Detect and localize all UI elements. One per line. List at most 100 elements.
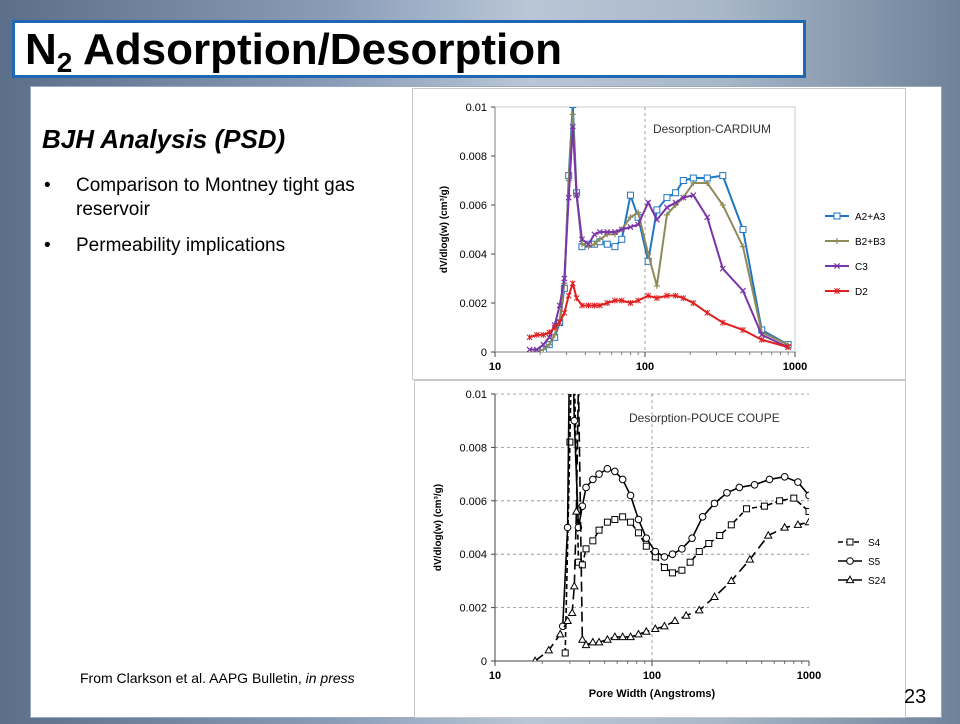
y-tick-label: 0 [481,347,487,359]
data-point [727,521,735,529]
data-point [591,302,598,309]
data-point [834,238,840,244]
series-s4 [561,394,809,657]
series-c3 [526,123,792,352]
chart-pouce-coupe: 0 0.002 0.004 0.006 0.008 0.01 10 100 1000 dV/dlo… [414,380,906,718]
data-point [688,534,696,542]
data-point [719,172,727,180]
data-point [804,517,809,526]
data-point [611,467,619,476]
data-point [532,656,538,661]
data-point [719,202,726,208]
data-point [760,502,768,510]
data-point [670,616,680,625]
data-point [653,216,660,223]
data-point [619,513,627,521]
data-point [635,221,642,228]
data-point [680,295,687,302]
data-point [604,228,611,235]
data-point [626,491,635,500]
data-point [743,505,751,513]
data-point [569,280,576,287]
legend-entry: S4 [838,538,881,549]
data-point [589,537,597,545]
data-point [618,235,626,243]
data-point [668,550,677,558]
y-axis-label: dV/dlog(w) (cm³/g) [433,484,444,571]
data-point [679,177,687,184]
legend-entry: D2 [825,287,868,298]
legend-entry: C3 [825,262,868,273]
data-point [602,634,612,643]
data-point [533,331,540,338]
data-point [704,179,711,186]
data-point [603,240,611,248]
x-tick-label: 100 [636,361,654,373]
data-point [563,523,572,532]
data-point [653,206,661,214]
bullet-text: Permeability implications [76,235,286,256]
data-point [626,191,634,199]
data-point [579,302,585,309]
legend-label: S5 [868,557,881,568]
data-point [723,488,731,497]
data-point [561,309,568,316]
data-point [698,513,707,521]
data-point [735,483,744,492]
data-point [739,243,746,250]
data-point [690,179,697,186]
title-box: N2 Adsorption/Desorption [12,20,806,78]
bullet-item: • Comparison to Montney tight gas reserv… [44,174,374,222]
data-point [719,265,726,272]
legend-label: A2+A3 [855,212,886,223]
y-tick-label: 0.004 [459,249,487,261]
data-point [668,569,676,577]
data-point [660,564,668,572]
data-point [575,381,582,383]
data-point [596,236,603,243]
subheading: BJH Analysis (PSD) [42,124,286,154]
data-point [780,522,790,531]
data-point [704,214,711,221]
data-point [627,300,634,306]
data-point [740,326,746,333]
data-point [546,329,553,336]
data-point [645,292,652,299]
data-point [635,297,642,304]
data-point [627,518,635,526]
data-point [565,292,572,299]
data-point [567,608,577,617]
data-point [591,231,598,238]
data-point [611,297,618,304]
data-point [710,499,719,508]
data-point [785,344,792,351]
data-point [680,194,687,201]
data-point [695,548,703,556]
data-point [705,540,713,548]
data-point [618,297,625,304]
bullet-list: • Comparison to Montney tight gas reserv… [44,174,374,270]
data-point [558,622,567,631]
data-point [596,228,603,235]
data-point [726,576,736,584]
bullet-dot: • [44,235,51,256]
legend-entry: S5 [838,557,881,568]
series-line [529,126,789,351]
series-s24 [532,381,809,661]
data-point [663,194,671,202]
data-point [651,547,660,556]
data-point [589,475,597,484]
data-point [526,334,533,341]
data-point [653,282,660,289]
data-point [663,211,670,218]
data-point [805,507,809,515]
legend-entry: B2+B3 [825,237,886,248]
data-point [540,341,547,348]
data-point [793,520,803,528]
data-point [618,475,627,484]
y-axis-label: dV/dlog(w) (cm³/g) [439,186,450,273]
data-point [611,515,619,523]
data-point [846,538,854,546]
data-point [634,529,642,537]
series-line [534,394,809,661]
